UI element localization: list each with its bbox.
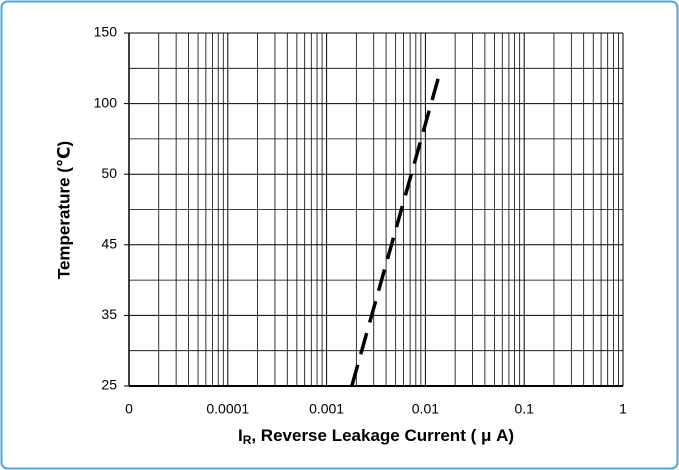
x-tick-label: 0: [125, 401, 133, 417]
y-tick-label: 35: [101, 306, 117, 322]
x-tick-label: 0.0001: [206, 401, 249, 417]
x-tick-label: 0.001: [309, 401, 344, 417]
x-tick-label: 1: [619, 401, 627, 417]
y-tick-label: 50: [101, 165, 117, 181]
y-tick-label: 45: [101, 236, 117, 252]
x-tick-label: 0.01: [412, 401, 439, 417]
data-line: [350, 67, 443, 387]
y-tick-label: 25: [101, 377, 117, 393]
x-axis-label: IR, Reverse Leakage Current ( μ A): [238, 426, 514, 447]
y-axis-label: Temperature (℃): [54, 141, 73, 279]
y-tick-label: 100: [94, 94, 118, 110]
y-tick-label: 150: [94, 24, 118, 40]
x-tick-label: 0.1: [514, 401, 534, 417]
